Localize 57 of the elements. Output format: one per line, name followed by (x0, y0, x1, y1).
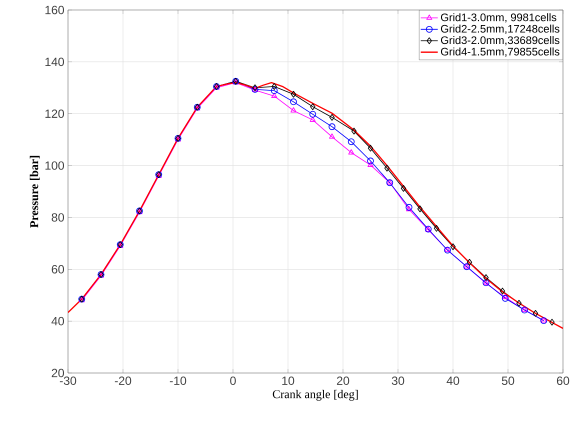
x-tick-label: -10 (170, 376, 186, 385)
point (483, 274, 489, 281)
x-tick-label: 0 (230, 376, 236, 385)
point (406, 206, 412, 212)
x-tick-label: 60 (556, 376, 570, 385)
legend-label: Grid4-1.5mm,79855cells (440, 47, 560, 57)
y-tick-label: 120 (45, 109, 64, 118)
y-tick-label: 100 (45, 161, 64, 170)
legend-label: Grid1-3.0mm, 9981cells (440, 13, 556, 23)
y-tick-label: 60 (52, 265, 64, 274)
legend-label: Grid2-2.5mm,17248cells (440, 24, 560, 34)
point (516, 300, 522, 307)
point (502, 294, 508, 300)
point (309, 110, 316, 118)
point (290, 98, 297, 106)
point (310, 116, 316, 122)
x-tick-label: 30 (392, 376, 404, 385)
point (368, 144, 374, 152)
y-tick-label: 20 (52, 368, 64, 378)
point (532, 310, 538, 317)
point (400, 185, 406, 192)
point (290, 90, 296, 98)
point (270, 87, 278, 94)
point (384, 164, 390, 172)
y-tick-label: 40 (51, 316, 64, 326)
point (502, 294, 509, 302)
point (351, 128, 357, 134)
x-tick-label: 50 (502, 376, 514, 385)
point (310, 103, 316, 110)
point (348, 149, 354, 154)
point (450, 243, 456, 250)
legend-label: Grid3-2.0mm,33689cells (440, 36, 560, 46)
point (328, 123, 336, 130)
x-axis-title: Crank angle [deg] (272, 390, 358, 401)
point (348, 138, 355, 146)
point (434, 224, 440, 232)
y-tick-label: 140 (45, 58, 64, 66)
point (367, 158, 374, 164)
point (329, 133, 335, 139)
y-tick-label: 160 (45, 6, 64, 14)
x-tick-label: 40 (446, 376, 460, 385)
point (272, 83, 277, 90)
point (500, 288, 506, 294)
point (271, 92, 278, 98)
point (406, 204, 412, 211)
point (368, 162, 374, 167)
point (417, 205, 423, 212)
x-tick-label: 10 (282, 376, 294, 385)
x-tick-label: -20 (114, 376, 132, 385)
point (466, 258, 472, 266)
y-tick-label: 80 (52, 213, 64, 222)
point (329, 114, 335, 121)
x-tick-label: -30 (60, 376, 76, 385)
x-tick-label: 20 (336, 376, 350, 385)
point (290, 107, 296, 112)
y-axis-title: Pressure [bar] (30, 156, 40, 228)
point (549, 318, 555, 326)
